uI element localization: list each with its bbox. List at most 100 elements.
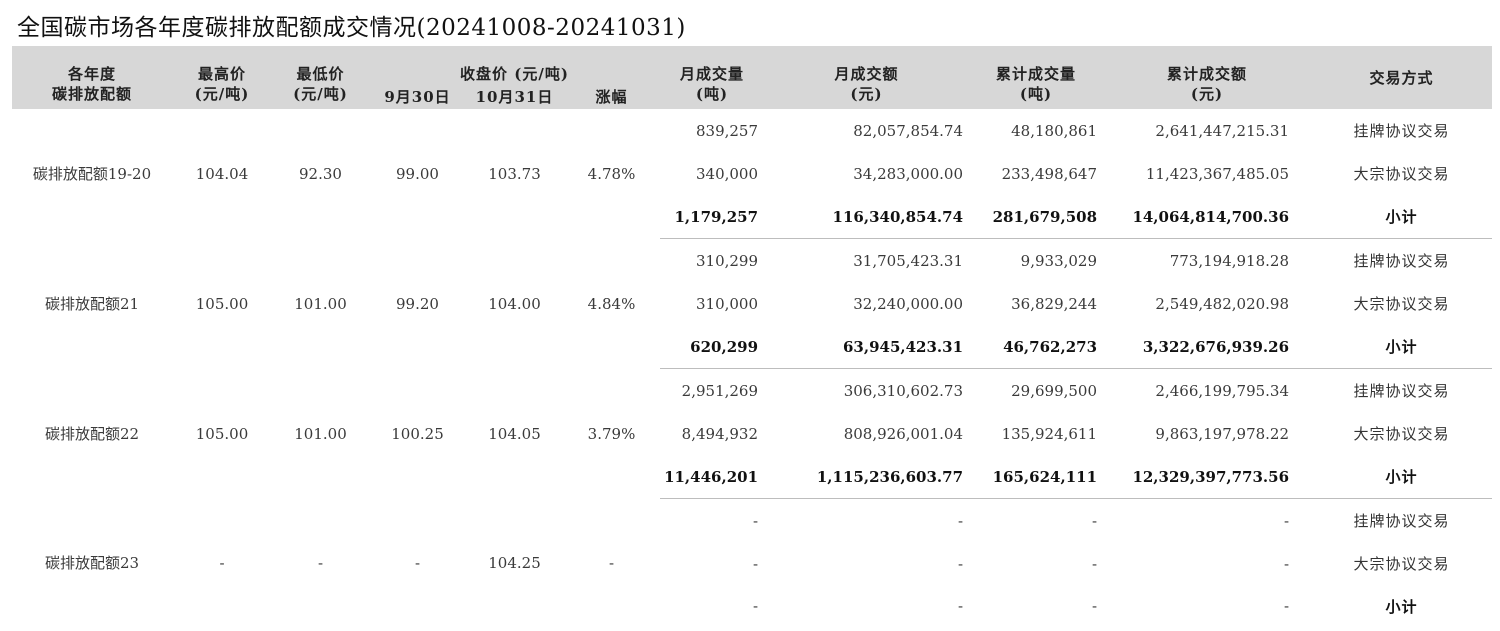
price-change: 4.84% [587,294,636,313]
header-method: 交易方式 [1311,46,1493,109]
trade-method: 挂牌协议交易 [1353,512,1450,530]
trade-method: 挂牌协议交易 [1353,252,1450,270]
allowance-name: 碳排放配额21 [44,295,140,313]
month-volume: 11,446,201 [660,455,765,499]
month-amount: - [957,511,964,530]
trade-method: 挂牌协议交易 [1353,122,1450,140]
trade-method: 大宗协议交易 [1353,555,1450,573]
month-amount: 808,926,001.04 [843,424,964,443]
trade-method: 大宗协议交易 [1353,165,1450,183]
cum-amount: 2,466,199,795.34 [1155,381,1290,400]
allowance-name: 碳排放配额22 [44,425,140,443]
month-amount: - [957,554,964,573]
trade-method: 大宗协议交易 [1353,295,1450,313]
month-volume: - [752,554,759,573]
month-volume: 620,299 [660,325,765,369]
cum-amount: 11,423,367,485.05 [1145,164,1290,183]
allowance-name: 碳排放配额19-20 [32,165,152,184]
cum-amount: 773,194,918.28 [1169,251,1290,270]
cum-amount: 12,329,397,773.56 [1103,455,1312,499]
cum-amount: 14,064,814,700.36 [1103,195,1312,239]
cum-volume: 46,762,273 [969,325,1104,369]
month-volume: 1,179,257 [660,195,765,239]
trade-method: 大宗协议交易 [1353,425,1450,443]
cum-volume: 9,933,029 [1020,251,1098,270]
subtotal-row: 11,446,201 1,115,236,603.77 165,624,111 … [12,455,1493,499]
month-amount: 116,340,854.74 [764,195,970,239]
header-cum-volume: 累计成交量 (吨) [969,46,1104,109]
month-amount: 34,283,000.00 [853,164,964,183]
cum-volume: 36,829,244 [1011,294,1098,313]
header-close-oct31: 10月31日 [466,85,563,109]
subtotal-row: 1,179,257 116,340,854.74 281,679,508 14,… [12,195,1493,239]
cum-amount: 3,322,676,939.26 [1103,325,1312,369]
low-price: 101.00 [294,294,347,313]
table-row: 碳排放配额22 105.00 101.00 100.25 104.05 3.79… [12,369,1492,444]
close-oct31: 104.25 [488,553,541,572]
cum-amount: - [1283,554,1290,573]
page-title: 全国碳市场各年度碳排放配额成交情况(20241008-20241031) [17,15,686,41]
high-price: - [219,553,225,572]
month-volume: 839,257 [695,121,759,140]
table-row: 310,000 32,240,000.00 36,829,244 2,549,4… [12,282,1492,325]
cum-amount: - [1283,511,1290,530]
cum-amount: 9,863,197,978.22 [1155,424,1290,443]
month-amount: 82,057,854.74 [853,121,964,140]
month-amount: - [957,597,964,615]
close-sep30: 99.00 [396,164,439,183]
high-price: 105.00 [195,294,249,313]
trade-method: 小计 [1311,195,1493,239]
header-high: 最高价 (元/吨) [172,46,272,109]
cum-volume: - [1091,554,1098,573]
low-price: 101.00 [294,424,347,443]
cum-amount: 2,641,447,215.31 [1155,121,1290,140]
cum-volume: 135,924,611 [1001,424,1098,443]
month-volume: 340,000 [695,164,759,183]
close-oct31: 104.00 [488,294,541,313]
header-close-sep30: 9月30日 [369,85,466,109]
month-amount: 306,310,602.73 [843,381,964,400]
table-row: - - - - 大宗协议交易 [12,542,1492,585]
month-amount: 1,115,236,603.77 [764,455,970,499]
cum-volume: 165,624,111 [969,455,1104,499]
month-volume: 2,951,269 [681,381,759,400]
table-row: 碳排放配额19-20 104.04 92.30 99.00 103.73 4.7… [12,109,1492,184]
subtotal-row: 620,299 63,945,423.31 46,762,273 3,322,6… [12,325,1493,369]
cum-amount: 2,549,482,020.98 [1155,294,1290,313]
close-oct31: 103.73 [488,164,541,183]
header-year: 各年度 碳排放配额 [12,46,172,109]
subtotal-row: - - - - 小计 [12,585,1492,627]
high-price: 104.04 [195,164,249,183]
month-volume: 310,299 [695,251,759,270]
table-body: 碳排放配额19-20 104.04 92.30 99.00 103.73 4.7… [12,109,1493,627]
header-low: 最低价 (元/吨) [272,46,369,109]
low-price: 92.30 [299,164,342,183]
cum-volume: 48,180,861 [1011,121,1098,140]
header-change: 涨幅 [563,85,661,109]
month-volume: - [752,597,759,615]
header-month-amount: 月成交额 (元) [764,46,970,109]
trade-method: 小计 [1311,455,1493,499]
month-amount: 32,240,000.00 [853,294,964,313]
trade-method: 小计 [1311,325,1493,369]
trading-table: 各年度 碳排放配额 最高价 (元/吨) 最低价 (元/吨) 收盘价 (元/吨) … [12,46,1493,627]
allowance-name: 碳排放配额23 [44,554,140,573]
header-cum-amount: 累计成交额 (元) [1103,46,1312,109]
close-sep30: 100.25 [391,424,444,443]
cum-volume: - [1091,597,1098,615]
price-change: 3.79% [587,424,636,443]
month-volume: - [752,511,759,530]
cum-volume: - [1091,511,1098,530]
header-month-volume: 月成交量 (吨) [660,46,765,109]
cum-volume: 281,679,508 [969,195,1104,239]
table-row: 340,000 34,283,000.00 233,498,647 11,423… [12,152,1492,195]
table-row: 8,494,932 808,926,001.04 135,924,611 9,8… [12,412,1492,455]
price-change: 4.78% [587,164,636,183]
month-volume: 8,494,932 [681,424,759,443]
price-change: - [608,553,615,572]
close-sep30: - [414,553,421,572]
close-sep30: 99.20 [396,294,439,313]
close-oct31: 104.05 [488,424,541,443]
trade-method: 挂牌协议交易 [1353,382,1450,400]
high-price: 105.00 [195,424,249,443]
